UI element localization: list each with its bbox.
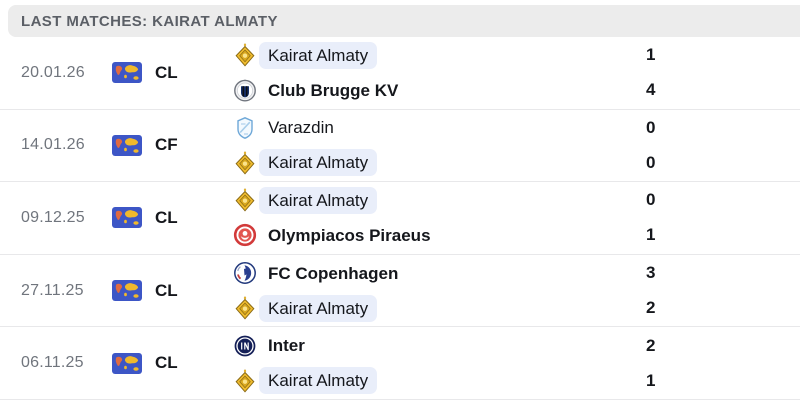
team-name: Kairat Almaty	[259, 41, 378, 69]
kairat-logo-icon	[233, 296, 257, 320]
home-team-line: Kairat Almaty 1	[225, 41, 800, 69]
team-name: Kairat Almaty	[259, 149, 378, 177]
inter-logo-icon	[233, 334, 257, 358]
team-score: 3	[646, 263, 656, 283]
away-team-line: Kairat Almaty 0	[225, 149, 800, 177]
team-score: 4	[646, 80, 656, 100]
home-team-line: FC Copenhagen 3	[225, 260, 800, 287]
match-row[interactable]: 09.12.25 CL Kairat Almaty 0 Olymp	[0, 182, 800, 255]
match-row[interactable]: 06.11.25 CL Inter 2 Kairat Almaty	[0, 327, 800, 400]
varazdin-logo-icon	[233, 116, 257, 140]
team-score: 0	[646, 190, 656, 210]
kairat-logo-icon	[233, 43, 257, 67]
world-map-flag-icon	[112, 280, 142, 302]
away-team-line: Kairat Almaty 2	[225, 294, 800, 322]
away-team-line: Kairat Almaty 1	[225, 367, 800, 395]
home-team-line: Kairat Almaty 0	[225, 186, 800, 214]
match-row[interactable]: 14.01.26 CF Varazdin 0 Kairat Alm	[0, 109, 800, 183]
teams-cell: FC Copenhagen 3 Kairat Almaty 2	[225, 260, 800, 322]
team-name: Club Brugge KV	[268, 80, 399, 100]
kairat-logo-icon	[233, 369, 257, 393]
teams-cell: Inter 2 Kairat Almaty 1	[225, 332, 800, 395]
fc-copenhagen-logo-icon	[233, 261, 257, 285]
team-name: FC Copenhagen	[268, 263, 399, 283]
match-list: 20.01.26 CL Kairat Almaty 1	[0, 37, 800, 400]
teams-cell: Kairat Almaty 1 Club Brugge KV 4	[225, 41, 800, 104]
teams-cell: Kairat Almaty 0 Olympiacos Piraeus 1	[225, 186, 800, 249]
home-team-line: Inter 2	[225, 332, 800, 359]
kairat-logo-icon	[233, 151, 257, 175]
team-name: Kairat Almaty	[259, 367, 378, 395]
competition-label: CL	[155, 62, 178, 82]
world-map-flag-icon	[112, 207, 142, 229]
match-date: 09.12.25	[21, 208, 85, 226]
match-date: 06.11.25	[21, 354, 84, 372]
competition-cell: CL	[112, 207, 225, 229]
team-name: Inter	[268, 336, 305, 356]
world-map-flag-icon	[112, 62, 142, 84]
competition-label: CL	[155, 353, 178, 373]
team-score: 1	[646, 45, 656, 65]
team-name: Varazdin	[268, 118, 334, 138]
home-team-line: Varazdin 0	[225, 114, 800, 141]
competition-label: CL	[155, 207, 178, 227]
competition-label: CL	[155, 280, 178, 300]
team-name: Kairat Almaty	[259, 186, 378, 214]
team-name: Kairat Almaty	[259, 294, 378, 322]
teams-cell: Varazdin 0 Kairat Almaty 0	[225, 114, 800, 177]
competition-cell: CL	[112, 352, 225, 374]
team-score: 1	[646, 370, 656, 390]
team-name: Olympiacos Piraeus	[268, 225, 431, 245]
match-row[interactable]: 27.11.25 CL FC Copenhagen 3	[0, 254, 800, 328]
competition-cell: CL	[112, 280, 225, 302]
competition-cell: CL	[112, 62, 225, 84]
match-date: 20.01.26	[21, 63, 85, 81]
world-map-flag-icon	[112, 134, 142, 156]
world-map-flag-icon	[112, 352, 142, 374]
away-team-line: Olympiacos Piraeus 1	[225, 222, 800, 249]
match-date: 14.01.26	[21, 136, 85, 154]
section-title: LAST MATCHES: KAIRAT ALMATY	[21, 12, 278, 30]
olympiacos-logo-icon	[233, 223, 257, 247]
match-date: 27.11.25	[21, 281, 84, 299]
competition-label: CF	[155, 135, 178, 155]
team-score: 0	[646, 152, 656, 172]
section-header: LAST MATCHES: KAIRAT ALMATY	[8, 5, 800, 37]
team-score: 0	[646, 117, 656, 137]
away-team-line: Club Brugge KV 4	[225, 77, 800, 104]
team-score: 2	[646, 298, 656, 318]
kairat-logo-icon	[233, 188, 257, 213]
competition-cell: CF	[112, 134, 225, 156]
match-row[interactable]: 20.01.26 CL Kairat Almaty 1	[0, 37, 800, 110]
team-score: 2	[646, 335, 656, 355]
club-brugge-logo-icon	[233, 78, 257, 102]
team-score: 1	[646, 225, 656, 245]
